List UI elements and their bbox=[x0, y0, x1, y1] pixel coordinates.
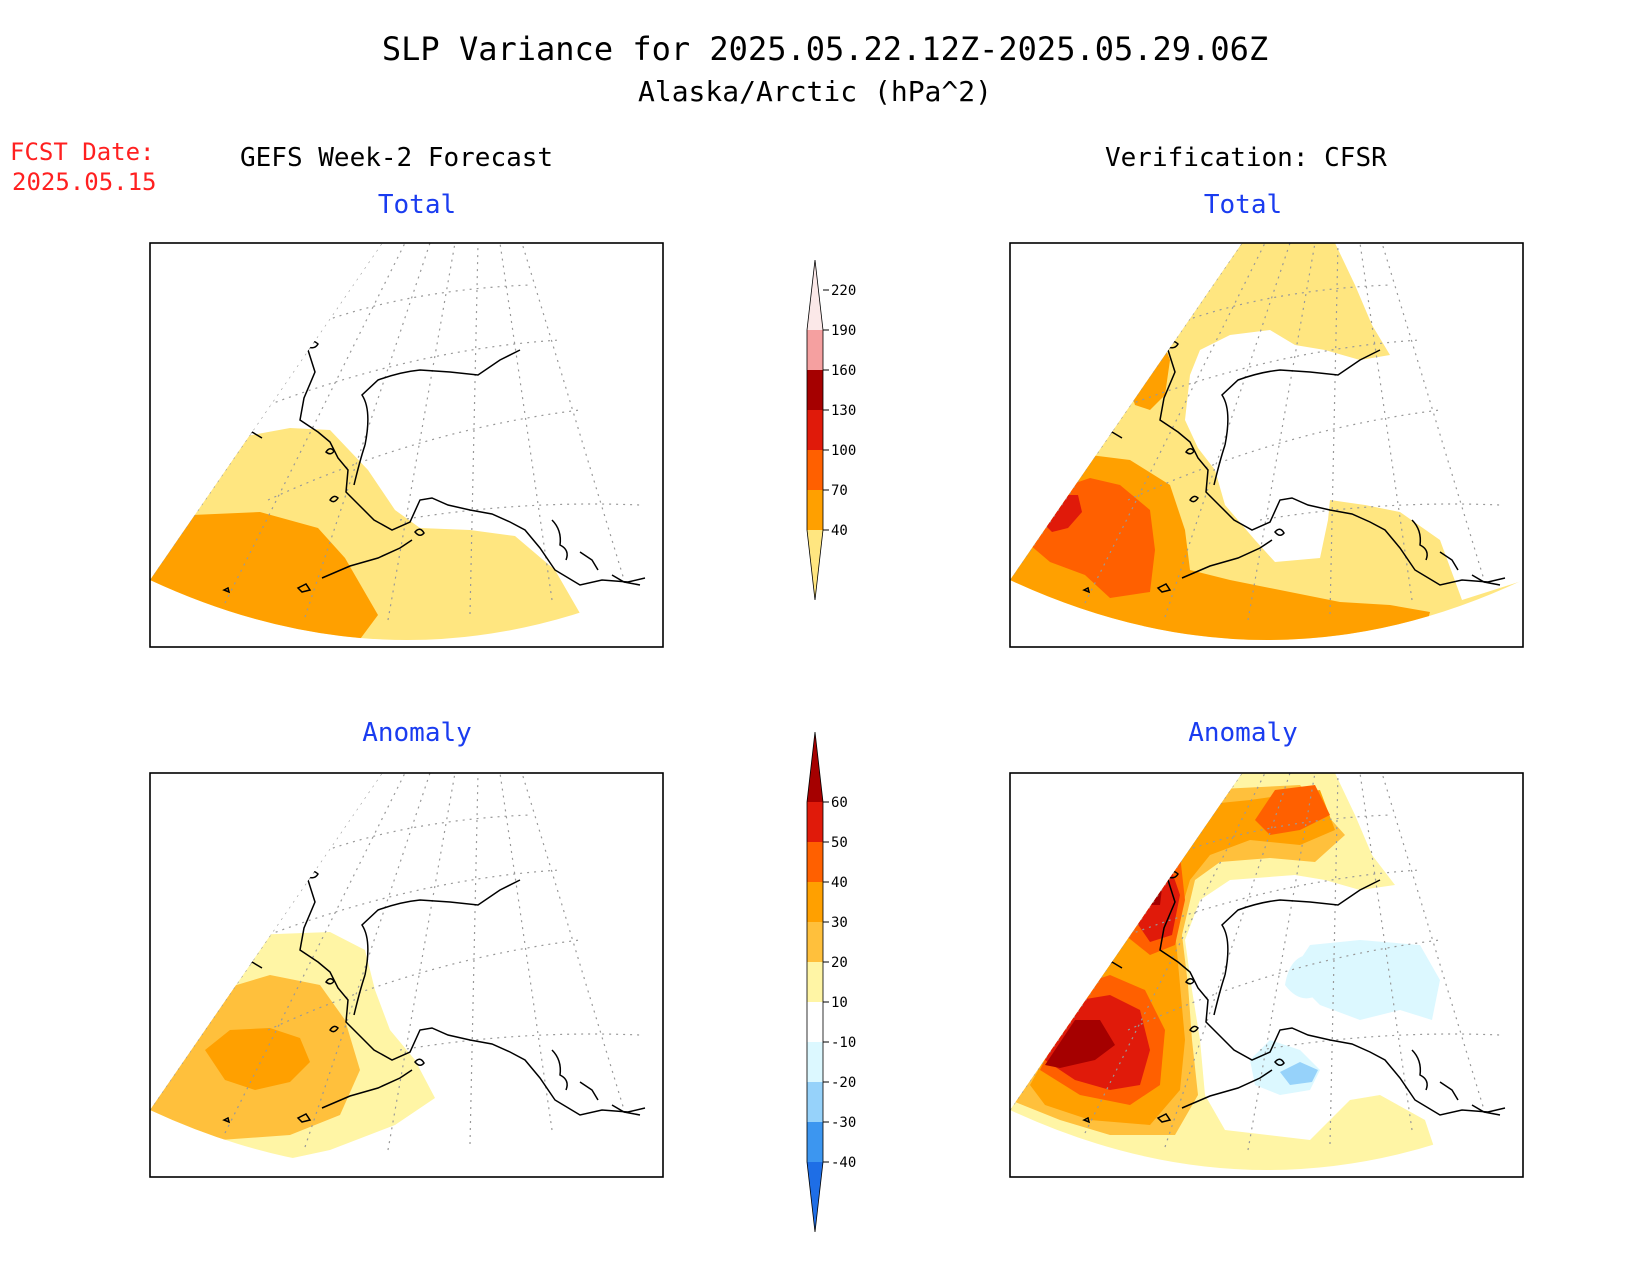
colorbar-anomaly-segment bbox=[807, 1002, 823, 1042]
colorbar-total-segment bbox=[807, 450, 823, 490]
colorbar-total-tick-label: 100 bbox=[831, 443, 856, 459]
colorbar-total-segment bbox=[807, 370, 823, 410]
colorbar-anomaly-segment bbox=[807, 1122, 823, 1162]
chart-title: SLP Variance for 2025.05.22.12Z-2025.05.… bbox=[381, 30, 1269, 68]
fcst-date-label: FCST Date: bbox=[10, 138, 155, 166]
fcst-anomaly-label: Anomaly bbox=[362, 718, 472, 748]
verif-anomaly-label: Anomaly bbox=[1188, 718, 1298, 748]
colorbar-anomaly-segment bbox=[807, 842, 823, 882]
verif-anom-light-blue-area bbox=[1280, 1062, 1318, 1085]
colorbar-anomaly-tick-label: -20 bbox=[831, 1075, 856, 1091]
colorbar-total-segment bbox=[807, 410, 823, 450]
forecast-total-frame bbox=[149, 242, 664, 648]
verification-column-header: Verification: CFSR bbox=[1105, 143, 1387, 173]
forecast-anomaly-frame bbox=[149, 772, 664, 1178]
colorbar-total-segment bbox=[807, 490, 823, 530]
colorbar-anomaly-segment bbox=[807, 922, 823, 962]
colorbar-anomaly-tick-label: 60 bbox=[831, 795, 848, 811]
forecast-column-header: GEFS Week-2 Forecast bbox=[240, 143, 554, 173]
fcst-total-label: Total bbox=[377, 190, 457, 220]
colorbar-total-tick-label: 70 bbox=[831, 483, 848, 499]
colorbar-anomaly-tick-label: 10 bbox=[831, 995, 848, 1011]
colorbar-anomaly-segment bbox=[807, 1162, 823, 1232]
colorbar-total-tick-label: 160 bbox=[831, 363, 856, 379]
colorbar-total-segment bbox=[807, 260, 823, 330]
fcst-anom-orange-area bbox=[205, 1028, 310, 1090]
verif-total-label: Total bbox=[1203, 190, 1283, 220]
colorbar-anomaly-segment bbox=[807, 1042, 823, 1082]
forecast-total-map bbox=[149, 242, 664, 648]
verif-anom-dark-red-area bbox=[1045, 1020, 1115, 1068]
colorbar-total-segment bbox=[807, 330, 823, 370]
colorbar-anomaly-tick-label: -10 bbox=[831, 1035, 856, 1051]
forecast-anomaly-map bbox=[149, 772, 664, 1178]
colorbar-anomaly-tick-label: 50 bbox=[831, 835, 848, 851]
colorbar-anomaly-segment bbox=[807, 1082, 823, 1122]
colorbar-anomaly-tick-label: -40 bbox=[831, 1155, 856, 1171]
verification-anomaly-map bbox=[1009, 772, 1524, 1178]
colorbar-anomaly: -40 -30 -20 -10 10 20 30 40 50 60 bbox=[806, 731, 856, 1233]
colorbar-total-tick-label: 190 bbox=[831, 323, 856, 339]
chart-subtitle: Alaska/Arctic (hPa^2) bbox=[637, 75, 992, 108]
colorbar-anomaly-tick-label: -30 bbox=[831, 1115, 856, 1131]
colorbar-total-tick-label: 40 bbox=[831, 523, 848, 539]
colorbar-anomaly-segment bbox=[807, 962, 823, 1002]
fcst-date-value: 2025.05.15 bbox=[12, 168, 157, 196]
colorbar-total-tick-label: 220 bbox=[831, 283, 856, 299]
colorbar-anomaly-segment bbox=[807, 732, 823, 802]
colorbar-anomaly-segment bbox=[807, 882, 823, 922]
verif-total-red-area bbox=[1045, 495, 1082, 532]
colorbar-anomaly-tick-label: 30 bbox=[831, 915, 848, 931]
verification-total-frame bbox=[1009, 242, 1524, 648]
verification-total-map bbox=[1009, 242, 1524, 648]
colorbar-total-tick-label: 130 bbox=[831, 403, 856, 419]
colorbar-total: 40 70 100 130 160 190 220 bbox=[806, 259, 856, 601]
colorbar-anomaly-tick-label: 40 bbox=[831, 875, 848, 891]
colorbar-anomaly-tick-label: 20 bbox=[831, 955, 848, 971]
verif-anom-light-cyan-area-2 bbox=[1285, 955, 1321, 999]
colorbar-total-segment bbox=[807, 530, 823, 600]
verification-anomaly-frame bbox=[1009, 772, 1524, 1178]
colorbar-anomaly-segment bbox=[807, 802, 823, 842]
